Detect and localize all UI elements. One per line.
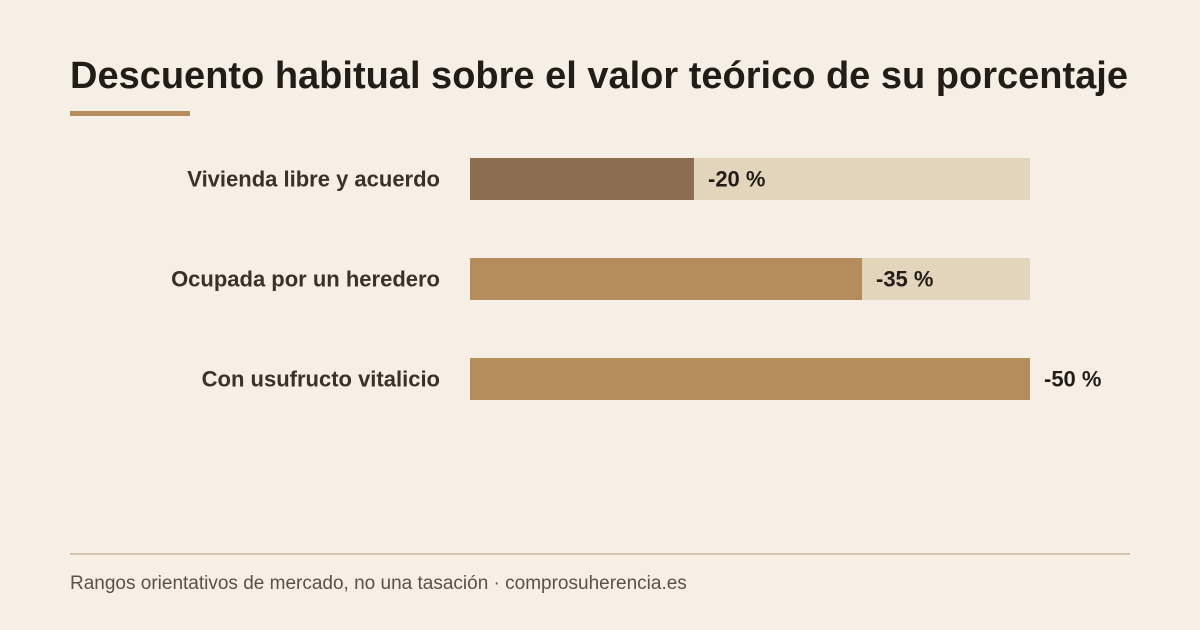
value-label: -20 % — [708, 167, 765, 192]
value-label: -50 % — [1044, 367, 1101, 392]
footer-divider — [70, 553, 1130, 555]
title-accent-rule — [70, 111, 190, 116]
category-label: Con usufructo vitalicio — [202, 367, 440, 392]
bar — [470, 158, 694, 200]
bar-row: Vivienda libre y acuerdo -20 % — [187, 158, 1030, 200]
category-label: Vivienda libre y acuerdo — [187, 167, 440, 192]
bar-row: Ocupada por un heredero -35 % — [171, 258, 1030, 300]
bar — [470, 258, 862, 300]
bar — [470, 358, 1030, 400]
bar-row: Con usufructo vitalicio -50 % — [202, 358, 1101, 400]
chart-title: Descuento habitual sobre el valor teóric… — [70, 55, 1128, 97]
category-label: Ocupada por un heredero — [171, 267, 440, 292]
value-label: -35 % — [876, 267, 933, 292]
footer-note: Rangos orientativos de mercado, no una t… — [70, 573, 687, 594]
